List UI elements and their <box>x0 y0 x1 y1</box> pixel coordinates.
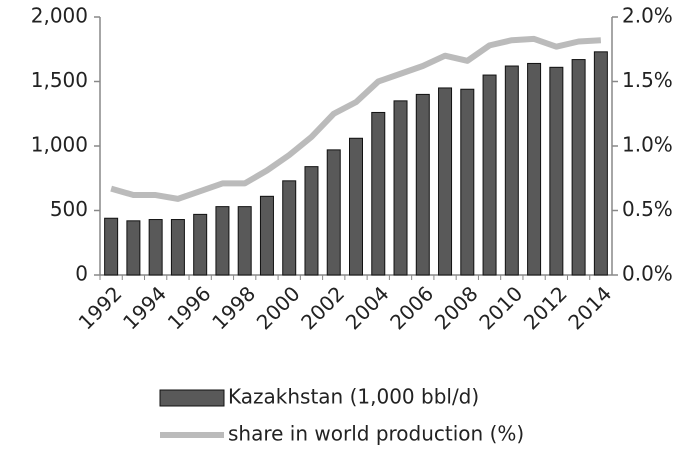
bar <box>549 66 564 276</box>
x-tick-label: 2000 <box>252 281 305 334</box>
bar <box>126 220 141 276</box>
y-tick-label: 1,500 <box>31 68 88 92</box>
bar <box>527 62 542 276</box>
x-tick-label: 2006 <box>385 281 438 334</box>
bar <box>326 149 341 276</box>
x-tick-label: 2004 <box>341 281 394 334</box>
y-tick-label: 2,000 <box>31 4 88 28</box>
bar <box>259 195 274 276</box>
y2-tick-label: 1.0% <box>622 133 673 157</box>
bar <box>438 87 453 276</box>
bar <box>170 219 185 276</box>
legend-label: share in world production (%) <box>228 422 524 446</box>
y2-tick-label: 0.5% <box>622 197 673 221</box>
legend-label: Kazakhstan (1,000 bbl/d) <box>228 385 479 409</box>
x-tick-label: 2014 <box>563 281 616 334</box>
bar <box>393 100 408 276</box>
y-tick-label: 0 <box>75 262 88 286</box>
bar <box>304 166 319 276</box>
x-tick-label: 1994 <box>118 281 171 334</box>
y2-tick-label: 2.0% <box>622 4 673 28</box>
x-tick-label: 1992 <box>74 281 127 334</box>
bar <box>215 206 230 276</box>
bar <box>460 88 475 276</box>
bar <box>504 65 519 276</box>
x-tick-label: 2002 <box>296 281 349 334</box>
bar <box>282 180 297 276</box>
legend-swatch <box>159 389 225 407</box>
y2-tick-label: 1.5% <box>622 68 673 92</box>
x-tick-label: 2012 <box>519 281 572 334</box>
bar <box>237 206 252 276</box>
bar <box>571 59 586 276</box>
bar <box>148 219 163 276</box>
x-tick-label: 2008 <box>430 281 483 334</box>
line <box>110 35 602 202</box>
bar <box>371 111 386 276</box>
bar <box>349 137 363 276</box>
bar <box>482 74 497 276</box>
bar <box>593 51 608 276</box>
x-tick-label: 1996 <box>163 281 216 334</box>
bar <box>104 217 119 276</box>
bar <box>193 213 208 276</box>
x-tick-label: 2010 <box>474 281 527 334</box>
bar <box>415 93 430 276</box>
x-tick-label: 1998 <box>207 281 260 334</box>
y-tick-label: 500 <box>50 197 88 221</box>
y2-tick-label: 0.0% <box>622 262 673 286</box>
y-tick-label: 1,000 <box>31 133 88 157</box>
